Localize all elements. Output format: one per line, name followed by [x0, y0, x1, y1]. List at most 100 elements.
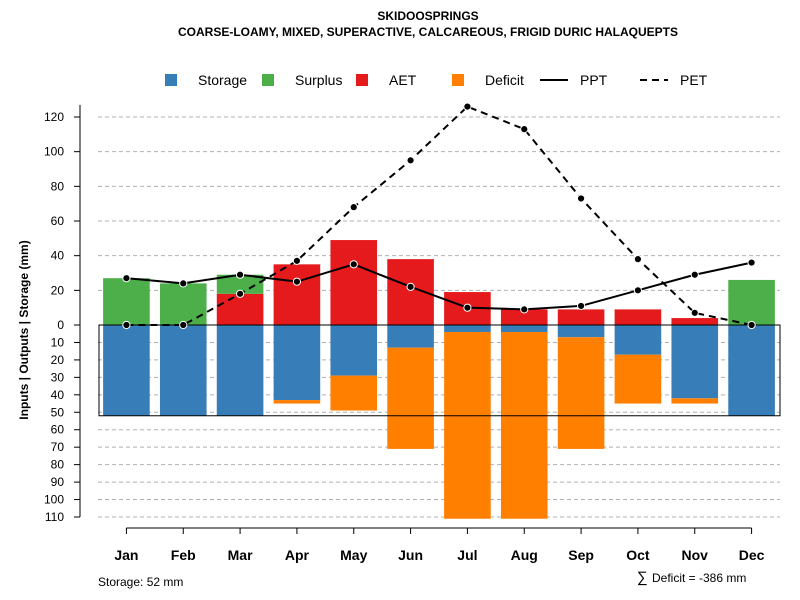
storage-bar: [444, 325, 491, 332]
ppt-point: [520, 305, 529, 314]
aet-bar: [273, 264, 321, 325]
bar-series: [98, 240, 781, 519]
month-label: Dec: [739, 547, 765, 563]
deficit-sum-symbol: ∑: [637, 569, 648, 586]
aet-bar: [671, 318, 719, 325]
pet-point: [292, 256, 302, 265]
storage-bar: [216, 325, 264, 416]
y-tick-label: 100: [44, 493, 64, 507]
storage-bar: [273, 325, 321, 401]
chart-title: SKIDOOSPRINGS: [377, 9, 478, 23]
deficit-bar: [387, 347, 434, 449]
pet-point: [463, 102, 472, 111]
legend-swatch-deficit: [452, 74, 464, 86]
y-tick-label: 40: [51, 388, 65, 402]
storage-bar: [103, 325, 150, 416]
legend-label-pet: PET: [680, 72, 708, 88]
legend-swatch-storage: [165, 74, 177, 86]
ppt-point: [747, 258, 756, 267]
month-label: Jan: [114, 547, 138, 563]
deficit-bar: [273, 400, 321, 404]
y-tick-label: 120: [44, 110, 64, 124]
legend-label-storage: Storage: [198, 72, 247, 88]
y-tick-label: 30: [51, 370, 65, 384]
pet-point: [747, 320, 756, 330]
chart-subtitle: COARSE-LOAMY, MIXED, SUPERACTIVE, CALCAR…: [178, 25, 678, 39]
y-tick-label: 100: [44, 145, 64, 159]
line-series: [122, 102, 756, 330]
month-label: Jun: [398, 547, 423, 563]
legend-label-surplus: Surplus: [295, 72, 342, 88]
storage-bar: [614, 325, 662, 355]
storage-bar: [557, 325, 605, 338]
y-tick-label: 50: [51, 405, 65, 419]
storage-bar: [387, 325, 434, 348]
y-tick-label: 60: [51, 214, 65, 228]
y-tick-label: 40: [51, 249, 65, 263]
ppt-point: [633, 286, 643, 295]
deficit-bar: [330, 375, 378, 411]
storage-bar: [330, 325, 378, 376]
y-tick-label: 60: [51, 423, 65, 437]
y-tick-label: 10: [51, 335, 65, 349]
ppt-point: [122, 274, 131, 283]
y-tick-label: 110: [45, 510, 64, 524]
deficit-footer: Deficit = -386 mm: [652, 571, 746, 585]
legend-label-ppt: PPT: [580, 72, 608, 88]
pet-point: [179, 320, 188, 330]
y-tick-label: 90: [51, 475, 65, 489]
aet-bar: [557, 309, 605, 325]
surplus-bar: [728, 279, 775, 325]
storage-bar: [671, 325, 719, 399]
pet-point: [690, 308, 699, 317]
ppt-point: [349, 260, 358, 269]
surplus-bar: [159, 283, 207, 325]
ppt-line: [126, 261, 752, 311]
surplus-bar: [103, 278, 150, 325]
pet-point: [349, 203, 358, 212]
y-axis-label: Inputs | Outputs | Storage (mm): [17, 240, 31, 419]
legend-label-aet: AET: [389, 72, 417, 88]
y-tick-label: 20: [51, 283, 65, 297]
pet-point: [576, 194, 586, 203]
deficit-bar: [557, 337, 605, 449]
y-tick-label: 80: [51, 179, 65, 193]
storage-bar: [159, 325, 207, 416]
axes: 0 20 40 60 80 100 120 10 20 30 40 50 60 70 80 90 100 110 J…: [44, 104, 765, 563]
deficit-bar: [444, 331, 491, 519]
deficit-bar: [500, 331, 548, 519]
surplus-bar: [216, 274, 264, 294]
storage-bar: [728, 325, 775, 416]
aet-bar: [500, 309, 548, 325]
y-tick-label: 70: [51, 440, 65, 454]
ppt-point: [235, 270, 245, 279]
month-label: Feb: [171, 547, 196, 563]
grid-lines: [98, 116, 780, 518]
pet-point: [520, 125, 529, 134]
pet-point: [406, 156, 415, 165]
storage-footer: Storage: 52 mm: [98, 575, 183, 589]
ppt-point: [406, 282, 415, 291]
storage-capacity-box: [98, 324, 781, 417]
ppt-point: [576, 301, 586, 311]
deficit-bar: [614, 354, 662, 404]
legend-swatch-surplus: [262, 74, 274, 86]
legend: Storage Surplus AET Deficit PPT PET: [165, 72, 708, 88]
aet-bar: [614, 309, 662, 325]
pet-point: [633, 255, 643, 264]
ppt-point: [179, 279, 188, 288]
month-label: Apr: [285, 547, 310, 563]
pet-point: [122, 320, 131, 330]
month-label: May: [340, 547, 367, 563]
y-tick-label: 0: [57, 318, 64, 332]
month-label: Sep: [568, 547, 594, 563]
pet-line: [126, 105, 752, 326]
legend-swatch-aet: [356, 74, 368, 86]
legend-label-deficit: Deficit: [485, 72, 524, 88]
ppt-point: [463, 303, 472, 312]
ppt-point: [690, 270, 699, 279]
y-tick-label: 80: [51, 458, 65, 472]
month-label: Oct: [626, 547, 650, 563]
deficit-bar: [671, 398, 719, 404]
